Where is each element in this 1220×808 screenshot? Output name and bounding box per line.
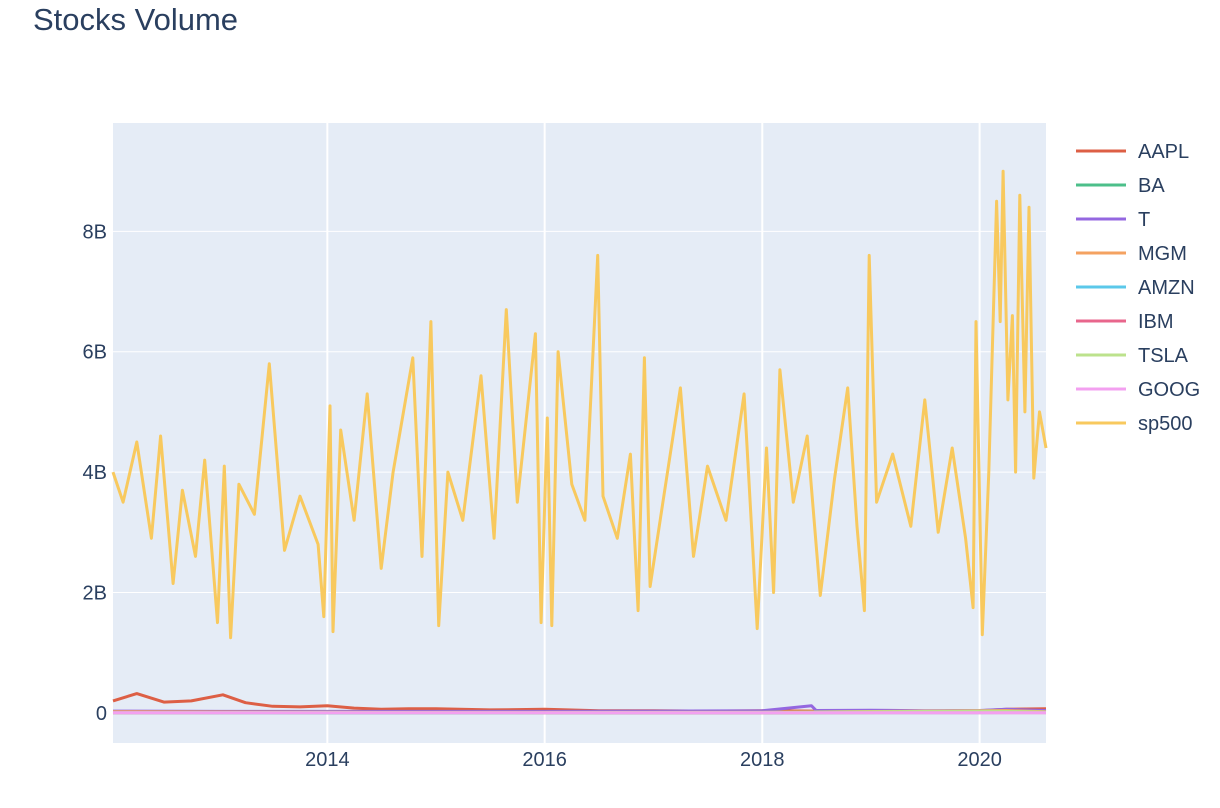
legend-item-mgm[interactable]: MGM bbox=[1076, 243, 1187, 265]
x-tick-label: 2014 bbox=[305, 749, 350, 771]
y-tick-label: 8B bbox=[83, 221, 107, 243]
x-axis: 2014 2016 2018 2020 bbox=[305, 749, 1002, 771]
legend-label: sp500 bbox=[1138, 413, 1193, 435]
legend-item-ibm[interactable]: IBM bbox=[1076, 311, 1174, 333]
y-tick-label: 4B bbox=[83, 462, 107, 484]
legend-item-aapl[interactable]: AAPL bbox=[1076, 141, 1189, 163]
y-tick-label: 0 bbox=[96, 703, 107, 725]
chart-title: Stocks Volume bbox=[33, 2, 239, 37]
legend-label: IBM bbox=[1138, 311, 1174, 333]
legend-label: GOOG bbox=[1138, 379, 1200, 401]
legend-label: AAPL bbox=[1138, 141, 1189, 163]
legend-label: TSLA bbox=[1138, 345, 1189, 367]
y-tick-label: 2B bbox=[83, 583, 107, 605]
x-tick-label: 2020 bbox=[957, 749, 1002, 771]
legend[interactable]: AAPL BA T MGM AMZN IBM TSLA GOOG sp500 bbox=[1076, 141, 1200, 435]
plot-background bbox=[113, 123, 1046, 743]
series-lines bbox=[111, 169, 1048, 715]
legend-item-amzn[interactable]: AMZN bbox=[1076, 277, 1195, 299]
legend-item-t[interactable]: T bbox=[1076, 209, 1150, 231]
legend-label: AMZN bbox=[1138, 277, 1195, 299]
legend-item-ba[interactable]: BA bbox=[1076, 175, 1165, 197]
y-axis: 0 2B 4B 6B 8B bbox=[83, 221, 107, 725]
legend-label: BA bbox=[1138, 175, 1165, 197]
x-tick-label: 2016 bbox=[522, 749, 567, 771]
series-line-sp500 bbox=[111, 169, 1048, 640]
y-tick-label: 6B bbox=[83, 342, 107, 364]
legend-item-sp500[interactable]: sp500 bbox=[1076, 413, 1193, 435]
legend-label: MGM bbox=[1138, 243, 1187, 265]
legend-item-tsla[interactable]: TSLA bbox=[1076, 345, 1189, 367]
legend-label: T bbox=[1138, 209, 1150, 231]
x-tick-label: 2018 bbox=[740, 749, 785, 771]
legend-item-goog[interactable]: GOOG bbox=[1076, 379, 1200, 401]
